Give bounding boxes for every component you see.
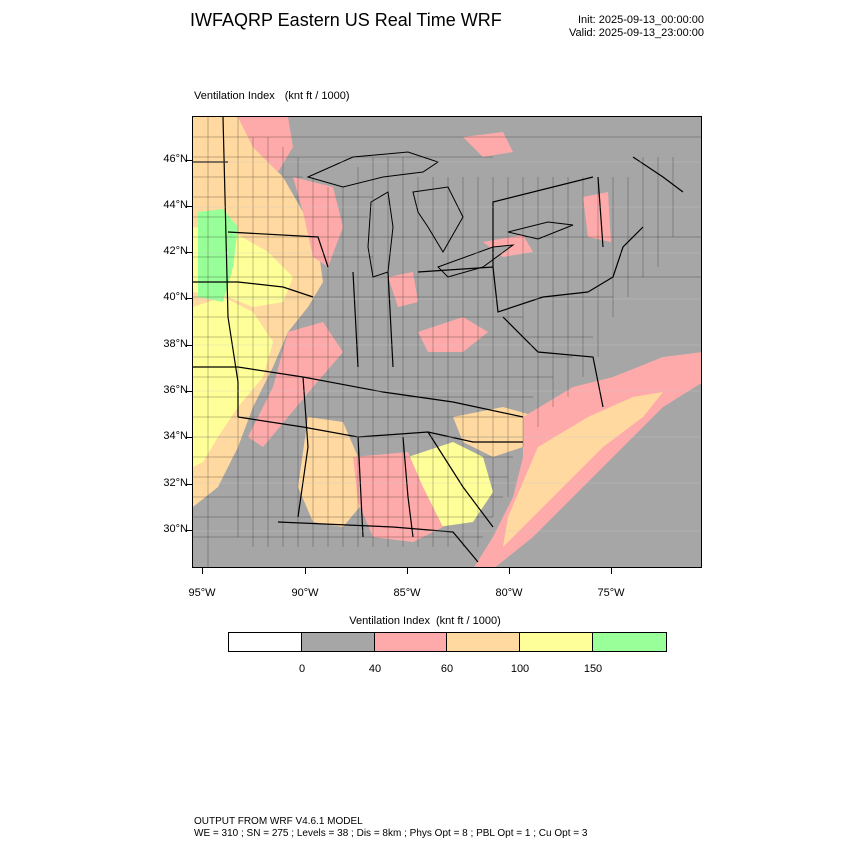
lat-tick (186, 484, 192, 485)
model-info: OUTPUT FROM WRF V4.6.1 MODEL (194, 816, 363, 827)
lon-tick (509, 568, 510, 574)
map-field-units: (knt ft / 1000) (284, 90, 350, 102)
colorbar-tick: 0 (298, 663, 306, 675)
colorbar-box (447, 633, 521, 651)
lat-tick (186, 252, 192, 253)
map-field-name: Ventilation Index (194, 90, 275, 102)
valid-time: Valid: 2025-09-13_23:00:00 (569, 27, 704, 39)
lon-label: 90°W (291, 587, 319, 599)
map-svg (193, 117, 701, 567)
colorbar-tick: 150 (583, 663, 603, 675)
model-config: WE = 310 ; SN = 275 ; Levels = 38 ; Dis … (194, 828, 588, 839)
lat-label: 34°N (163, 430, 188, 442)
colorbar-box (520, 633, 593, 651)
lat-tick (186, 345, 192, 346)
lat-tick (186, 206, 192, 207)
county-borders (193, 117, 701, 567)
lon-label: 75°W (597, 587, 625, 599)
lon-label: 80°W (495, 587, 523, 599)
lake-michigan (367, 191, 394, 278)
zone-40-60-mn (293, 177, 343, 267)
colorbar-box (301, 633, 375, 651)
zone-40-60-canada (463, 132, 513, 157)
lon-tick (305, 568, 306, 574)
colorbar-field-name: Ventilation Index (349, 615, 430, 627)
colorbar-tick: 100 (510, 663, 530, 675)
colorbar-tick: 60 (440, 663, 454, 675)
zone-60-100-atlantic (503, 392, 663, 547)
colorbar-label: Ventilation Index (knt ft / 1000) (0, 615, 850, 627)
chart-title: IWFAQRP Eastern US Real Time WRF (190, 10, 502, 30)
lat-label: 30°N (163, 523, 188, 535)
lat-tick (186, 298, 192, 299)
colorbar-box (374, 633, 448, 651)
lon-tick (202, 568, 203, 574)
colorbar-tick: 40 (368, 663, 382, 675)
colorbar-box (229, 633, 302, 651)
lon-label: 95°W (188, 587, 216, 599)
lat-tick (186, 160, 192, 161)
lon-label: 85°W (393, 587, 421, 599)
lon-tick (611, 568, 612, 574)
zone-40-60-ny (583, 192, 611, 242)
lake-ontario (507, 221, 574, 240)
zone-60-100-sc (453, 407, 538, 457)
lat-label: 32°N (163, 477, 188, 489)
zone-40-60-w (248, 322, 343, 447)
graticule (193, 161, 701, 532)
lat-label: 40°N (163, 291, 188, 303)
lat-label: 42°N (163, 245, 188, 257)
zone-60-100-ms (298, 417, 368, 527)
lat-label: 38°N (163, 338, 188, 350)
colorbar (228, 632, 667, 652)
lon-tick (407, 568, 408, 574)
lat-tick (186, 391, 192, 392)
colorbar-box (592, 633, 666, 651)
lat-tick (186, 437, 192, 438)
lat-label: 36°N (163, 384, 188, 396)
init-time: Init: 2025-09-13_00:00:00 (578, 14, 704, 26)
map-panel (192, 116, 702, 568)
lat-tick (186, 530, 192, 531)
map-field-label: Ventilation Index (knt ft / 1000) (194, 90, 350, 102)
colorbar-field-units: (knt ft / 1000) (435, 615, 501, 627)
lat-label: 44°N (163, 199, 188, 211)
lat-label: 46°N (163, 153, 188, 165)
zone-40-60-ky (418, 317, 488, 352)
